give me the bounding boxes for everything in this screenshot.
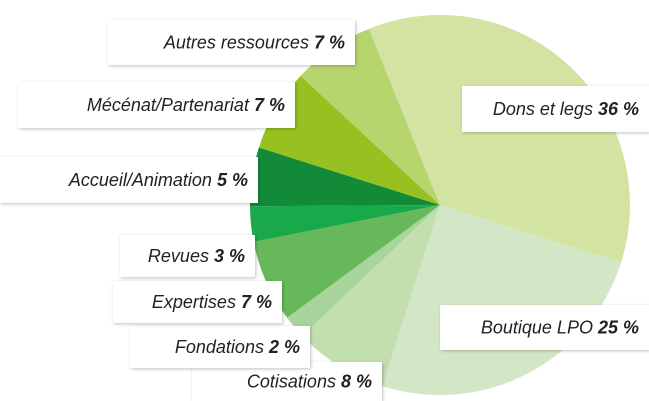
slice-label: Mécénat/Partenariat 7 %: [87, 95, 285, 115]
slice-label: Fondations 2 %: [175, 337, 300, 357]
label-box: [440, 305, 649, 350]
value-label: 7 %: [314, 32, 345, 52]
pie-slice: [250, 205, 440, 242]
label-box: [192, 362, 382, 401]
slice-label: Revues 3 %: [148, 246, 245, 266]
pie-slice: [287, 205, 440, 337]
label-box: [18, 82, 295, 128]
value-label: 8 %: [341, 371, 372, 391]
value-label: 3 %: [214, 246, 245, 266]
category-label: Mécénat/Partenariat: [87, 95, 250, 115]
category-label: Dons et legs: [493, 99, 593, 119]
value-label: 36 %: [598, 99, 639, 119]
value-label: 25 %: [597, 317, 639, 337]
pie-slice: [302, 205, 440, 387]
label-box: [462, 86, 649, 132]
category-label: Accueil/Animation: [68, 170, 212, 190]
value-label: 7 %: [241, 292, 272, 312]
slice-label: Expertises 7 %: [152, 292, 272, 312]
slice-label: Dons et legs 36 %: [493, 99, 639, 119]
category-label: Revues: [148, 246, 209, 266]
value-label: 7 %: [254, 95, 285, 115]
label-box: [108, 20, 355, 65]
category-label: Autres ressources: [163, 32, 309, 52]
slice-label: Boutique LPO 25 %: [481, 317, 639, 337]
label-box: [0, 157, 258, 203]
category-label: Cotisations: [247, 371, 336, 391]
category-label: Fondations: [175, 337, 264, 357]
category-label: Expertises: [152, 292, 236, 312]
category-label: Boutique LPO: [481, 317, 593, 337]
pie-slice: [258, 75, 440, 205]
slice-label: Cotisations 8 %: [247, 371, 372, 391]
value-label: 2 %: [268, 337, 300, 357]
pie-slice: [300, 28, 440, 205]
slice-label: Accueil/Animation 5 %: [68, 170, 248, 190]
slice-label: Autres ressources 7 %: [163, 32, 345, 52]
value-label: 5 %: [217, 170, 248, 190]
pie-slice: [368, 15, 630, 263]
pie-slice: [253, 205, 440, 318]
label-box: [120, 235, 255, 277]
label-box: [113, 281, 282, 323]
pie-slice: [250, 147, 440, 207]
label-box: [130, 326, 310, 368]
